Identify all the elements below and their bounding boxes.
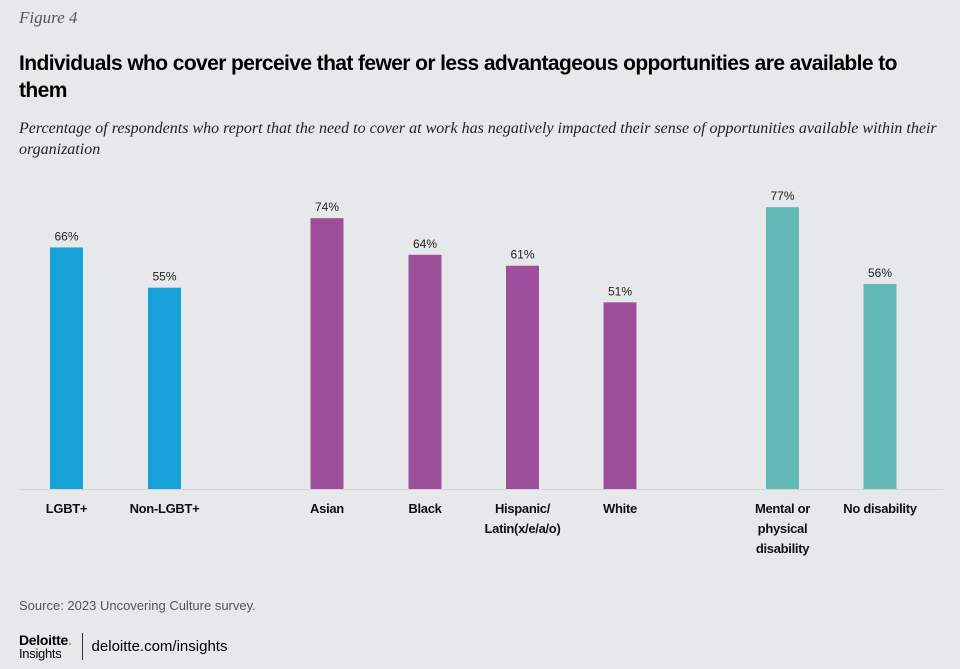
site-link[interactable]: deloitte.com/insights [91,638,228,655]
deloitte-insights-logo: Deloitte. Insights [19,631,72,661]
footer-divider [81,633,83,660]
bar-white [603,302,637,489]
category-label: Asian [310,501,344,516]
logo-wordmark: Deloitte. [19,631,72,648]
category-label: Mental or [755,501,810,516]
data-label: 66% [54,229,78,243]
category-label: Hispanic/ [495,501,551,516]
data-label: 56% [868,266,892,280]
category-label: physical [758,521,808,536]
bar-no-disability [863,284,897,489]
category-label: Black [408,501,442,516]
data-label: 64% [413,237,437,251]
bar-non-lgbt [148,287,181,489]
bar-black [408,254,442,489]
data-label: 55% [152,270,176,284]
data-label: 77% [770,189,794,203]
footer: Deloitte. Insights deloitte.com/insights [19,633,227,660]
logo-green-dot: . [67,631,72,648]
category-label: LGBT+ [46,501,88,516]
chart-subtitle: Percentage of respondents who report tha… [19,120,937,158]
category-label: Latin(x/e/a/o) [485,521,561,536]
figure-label: Figure 4 [19,8,78,27]
bar-mental-or-physical-disability [766,207,799,489]
category-label: disability [756,541,810,556]
data-label: 61% [510,248,534,262]
bar-asian [310,218,344,489]
data-label: 51% [608,284,632,298]
bar-lgbt [50,247,83,489]
data-label: 74% [315,200,339,214]
logo-insights-text: Insights [19,645,62,661]
chart-title: Individuals who cover perceive that fewe… [19,52,897,102]
category-label: No disability [843,501,917,516]
category-label: Non-LGBT+ [130,501,201,516]
logo-deloitte-text: Deloitte [19,631,68,648]
bar-hispanic-latin-x-e-a-o [506,265,539,489]
source-note: Source: 2023 Uncovering Culture survey. [19,598,256,613]
category-label: White [603,501,637,516]
